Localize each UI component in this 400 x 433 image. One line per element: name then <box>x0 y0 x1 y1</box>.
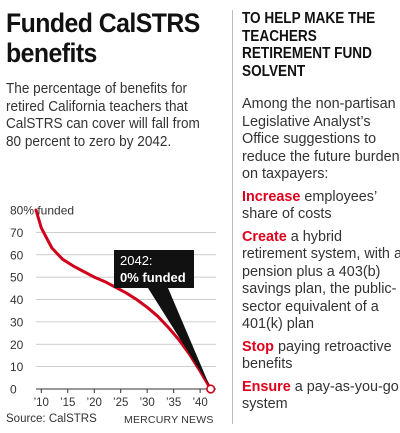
x-tick-label: ’25 <box>113 397 128 409</box>
sidebar-intro: Among the non-partisan Legislative Analy… <box>242 96 400 182</box>
series-line <box>34 208 213 391</box>
suggestion-text: a hybrid retirement system, with a pensi… <box>242 228 400 333</box>
suggestion-keyword: Increase <box>242 188 301 205</box>
y-tick-label: 40 <box>10 293 24 307</box>
y-tick-label: 50 <box>10 271 24 285</box>
callout-pointer <box>148 288 210 386</box>
x-tick-label: ’35 <box>166 397 181 409</box>
endpoint-marker <box>206 384 216 394</box>
callout-line2: 0% funded <box>120 270 186 285</box>
credit-line: MERCURY NEWS <box>124 414 214 426</box>
x-tick-label: ’15 <box>60 397 75 409</box>
suggestion-text: employees’ share of costs <box>242 188 377 223</box>
x-tick-label: ’20 <box>87 397 102 409</box>
y-tick-label: 0 <box>10 383 17 397</box>
callout-line1: 2042: <box>120 253 153 268</box>
x-tick-label: ’30 <box>139 397 154 409</box>
line-chart: 0 10 20 30 40 50 60 70 80% funded ’10 ’15 ’20 ’25 ’30… <box>10 204 216 409</box>
y-tick-label: 10 <box>10 360 24 374</box>
suggestion-keyword: Ensure <box>242 378 291 395</box>
suggestion-keyword: Stop <box>242 338 274 355</box>
y-tick-label: 60 <box>10 248 24 262</box>
y-tick-label: 70 <box>10 226 24 240</box>
suggestion-item: Increase employees’ share of costs <box>242 189 400 224</box>
source-note: Source: CalSTRS <box>6 413 97 425</box>
suggestion-item: Ensure a pay-as-you-go system <box>242 379 400 414</box>
y-tick-label: 20 <box>10 338 24 352</box>
top-label: 80% funded <box>10 204 74 218</box>
callout-box <box>114 250 194 288</box>
x-tick-label: ’10 <box>34 397 49 409</box>
y-tick-label: 30 <box>10 315 24 329</box>
suggestion-item: Stop paying retroactive benefits <box>242 339 400 374</box>
headline: Funded CalSTRS benefits <box>6 8 200 68</box>
description: The percentage of benefits for retired C… <box>6 81 200 150</box>
left-column: Funded CalSTRS benefits The percentage o… <box>6 8 226 430</box>
column-divider <box>232 10 233 424</box>
sidebar: TO HELP MAKE THE TEACHERS RETIREMENT FUN… <box>242 10 400 414</box>
sidebar-heading: TO HELP MAKE THE TEACHERS RETIREMENT FUN… <box>242 10 376 80</box>
suggestion-keyword: Create <box>242 228 287 245</box>
suggestion-text: paying retroactive benefits <box>242 338 392 373</box>
x-tick-label: ’40 <box>192 397 207 409</box>
suggestion-text: a pay-as-you-go system <box>242 378 399 413</box>
suggestion-item: Create a hybrid retirement system, with … <box>242 229 400 334</box>
